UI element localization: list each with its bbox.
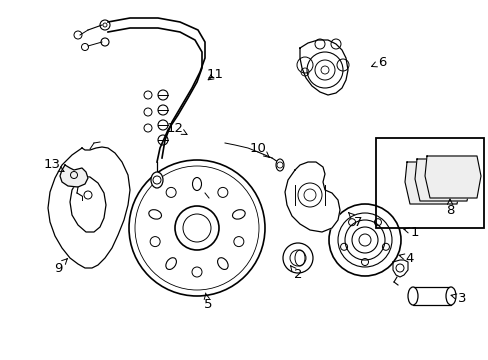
Ellipse shape	[275, 159, 284, 171]
Text: 9: 9	[54, 259, 67, 274]
Text: 11: 11	[206, 68, 223, 81]
Ellipse shape	[151, 172, 163, 188]
Polygon shape	[414, 159, 470, 201]
Text: 13: 13	[43, 158, 64, 171]
Polygon shape	[404, 162, 460, 204]
Text: 10: 10	[249, 141, 269, 157]
Polygon shape	[285, 162, 339, 232]
Ellipse shape	[407, 287, 417, 305]
Text: 8: 8	[445, 199, 453, 216]
Text: 2: 2	[290, 266, 302, 282]
Text: 12: 12	[166, 122, 187, 135]
Text: 6: 6	[371, 55, 386, 68]
Text: 3: 3	[450, 292, 465, 305]
Text: 5: 5	[203, 293, 212, 311]
Text: 7: 7	[348, 213, 362, 229]
Polygon shape	[60, 165, 88, 187]
Bar	[412, 287, 450, 305]
Text: 1: 1	[403, 225, 418, 238]
Polygon shape	[299, 40, 347, 95]
Text: 4: 4	[398, 252, 413, 265]
Polygon shape	[424, 156, 480, 198]
Bar	[375, 138, 483, 228]
Ellipse shape	[445, 287, 455, 305]
